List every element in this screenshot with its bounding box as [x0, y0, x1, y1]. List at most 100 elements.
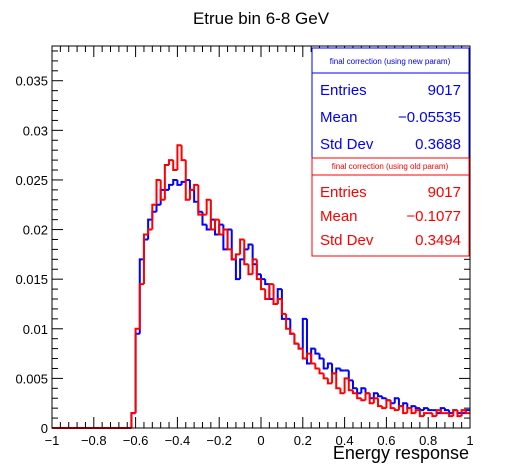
histogram-bin	[397, 405, 404, 411]
histogram-bin	[301, 317, 307, 349]
histogram-bin	[142, 233, 149, 285]
stats-old-stddev-value: 0.3494	[415, 232, 461, 249]
histogram-bin	[297, 343, 303, 350]
histogram-bin	[268, 283, 274, 300]
histogram-bin	[172, 178, 178, 185]
histogram-bin	[360, 398, 366, 402]
histogram-bin	[163, 164, 170, 200]
x-tick-label: −0.6	[123, 433, 149, 448]
histogram-bin	[364, 392, 370, 401]
histogram-bin	[414, 409, 420, 414]
histogram-bin	[176, 179, 182, 186]
histogram-bin	[318, 353, 324, 360]
histogram-bin	[423, 407, 429, 411]
histogram-bin	[180, 180, 186, 185]
x-tick-label: −0.8	[81, 433, 107, 448]
histogram-bin	[234, 259, 241, 281]
histogram-bin	[255, 259, 261, 281]
histogram-bin	[247, 264, 253, 276]
stats-box-new-param: final correction (using new param) Entri…	[311, 47, 470, 159]
histogram-bin	[130, 412, 136, 428]
histogram-bin	[431, 413, 437, 418]
histogram-bin	[280, 299, 287, 315]
histogram-bin	[264, 289, 270, 301]
x-tick-label: −0.4	[165, 433, 191, 448]
x-tick-label: 0	[257, 433, 264, 448]
stats-new-mean-label: Mean	[320, 109, 358, 126]
x-tick-label: −0.2	[206, 433, 232, 448]
stats-new-mean-value: −0.05535	[398, 109, 461, 126]
histogram-bin	[239, 258, 245, 280]
histogram-bin	[368, 393, 374, 405]
histogram-bin	[326, 378, 333, 385]
histogram-bin	[264, 279, 270, 286]
histogram-bin	[343, 377, 349, 394]
histogram-bin	[335, 367, 341, 374]
histogram-bin	[464, 410, 470, 415]
histogram-bin	[435, 409, 441, 417]
x-tick-label: 0.4	[336, 433, 354, 448]
histogram-bin	[251, 258, 257, 275]
histogram-bin	[180, 145, 186, 162]
histogram-bin	[239, 238, 245, 255]
histogram-bin	[360, 387, 366, 394]
stats-old-entries-label: Entries	[320, 184, 367, 201]
stats-box-new-param-header: final correction (using new param)	[330, 57, 451, 66]
histogram-bin	[414, 406, 420, 410]
histogram-bin	[305, 318, 312, 365]
histogram-bin	[339, 388, 345, 395]
histogram-bin	[331, 372, 337, 384]
stats-new-stddev-value: 0.3688	[415, 136, 461, 153]
histogram-bin	[339, 368, 345, 372]
histogram-bin	[322, 373, 328, 380]
y-tick-label: 0.03	[23, 123, 48, 138]
stats-new-stddev-label: Std Dev	[320, 136, 374, 153]
x-tick-label: 0.6	[377, 433, 395, 448]
x-tick-label: −1	[45, 433, 60, 448]
histogram-bin	[234, 253, 241, 260]
histogram-bin	[230, 249, 236, 261]
y-tick-label: 0.015	[15, 272, 48, 287]
stats-new-entries-value: 9017	[428, 82, 461, 99]
histogram-bin	[406, 407, 412, 414]
histogram-bin	[381, 396, 387, 400]
histogram-bin	[272, 284, 278, 305]
histogram-bin	[385, 399, 391, 409]
x-tick-label: 0.2	[294, 433, 312, 448]
histogram-bin	[318, 368, 324, 375]
histogram-bin	[193, 189, 199, 203]
histogram-bin	[351, 380, 358, 390]
y-tick-label: 0.01	[23, 322, 48, 337]
histogram-bin	[439, 410, 445, 415]
histogram-bin	[168, 159, 174, 166]
histogram-bin	[168, 183, 174, 190]
stats-box-new-param-frame	[311, 47, 470, 159]
histogram-bin	[393, 397, 399, 404]
stats-old-mean-label: Mean	[320, 208, 358, 225]
histogram-bin	[443, 408, 450, 412]
histogram-bin	[456, 410, 462, 418]
histogram-bin	[427, 408, 433, 412]
histogram-bin	[134, 327, 140, 414]
histogram-bin	[351, 390, 358, 395]
histogram-bin	[226, 229, 232, 251]
y-tick-label: 0.02	[23, 223, 48, 238]
y-tick-label: 0.005	[15, 371, 48, 386]
histogram-bin	[276, 298, 282, 304]
histogram-bin	[389, 400, 395, 410]
histogram-bin	[218, 219, 224, 236]
histogram-bin	[151, 203, 157, 230]
chart-title: Etrue bin 6-8 GeV	[193, 9, 330, 28]
histogram-bin	[222, 228, 228, 235]
histogram-bin	[314, 363, 320, 370]
histogram-bin	[205, 198, 211, 215]
histogram-bin	[372, 392, 379, 399]
histogram-bin	[381, 406, 387, 410]
histogram-bin	[285, 313, 291, 330]
stats-box-old-param-header: final correction (using old param)	[332, 162, 449, 171]
y-tick-label: 0.025	[15, 173, 48, 188]
histogram-bin	[310, 353, 316, 365]
histogram-bin	[201, 211, 207, 226]
histogram-bin	[197, 184, 203, 216]
